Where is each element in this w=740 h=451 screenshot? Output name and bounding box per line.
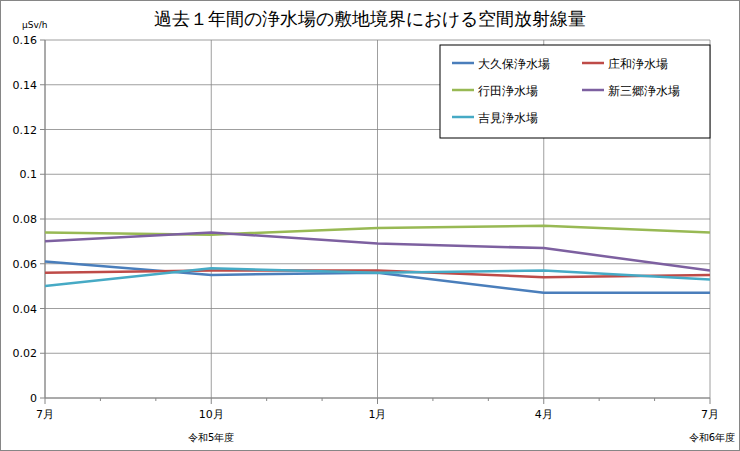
x-tick-label: 7月: [36, 408, 54, 421]
y-tick: [40, 40, 45, 41]
y-tick: [40, 174, 45, 175]
legend-label: 吉見浄水場: [478, 111, 538, 125]
x-tick: [377, 398, 378, 404]
grid-line-x: [211, 40, 212, 398]
annotation: 令和5年度: [188, 432, 234, 443]
legend-label: 大久保浄水場: [478, 57, 550, 71]
x-tick: [710, 398, 711, 404]
legend-label: 行田浄水場: [478, 84, 538, 98]
y-tick: [40, 84, 45, 85]
x-tick: [45, 398, 46, 404]
y-tick-label: 0.14: [13, 79, 38, 92]
legend-swatch: [452, 62, 474, 65]
y-tick-label: 0.06: [13, 258, 38, 271]
grid-line-x: [45, 40, 46, 398]
series-line: [45, 232, 710, 270]
grid-line: [45, 398, 710, 399]
y-tick-label: 0: [30, 392, 37, 405]
x-tick-label: 10月: [199, 408, 224, 421]
plot-area: [45, 226, 710, 293]
legend-swatch: [452, 89, 474, 92]
y-tick: [40, 129, 45, 130]
y-tick: [40, 263, 45, 264]
x-tick-label: 1月: [369, 408, 387, 421]
legend-label: 庄和浄水場: [608, 57, 668, 71]
grid-line-x: [377, 40, 378, 398]
legend-swatch: [582, 62, 604, 65]
y-tick-label: 0.04: [13, 303, 38, 316]
x-tick: [543, 398, 544, 404]
series-line: [45, 262, 710, 293]
x-tick-label: 4月: [535, 408, 553, 421]
legend: [440, 45, 710, 138]
y-tick: [40, 398, 45, 399]
y-tick-label: 0.08: [13, 213, 38, 226]
annotation: 令和6年度: [689, 432, 735, 443]
y-tick-label: 0.16: [13, 34, 38, 47]
x-tick-label: 7月: [701, 408, 719, 421]
y-axis-label: μSv/h: [22, 20, 48, 30]
y-tick-label: 0.12: [13, 124, 38, 137]
y-tick: [40, 353, 45, 354]
legend-label: 新三郷浄水場: [608, 84, 680, 98]
x-tick: [211, 398, 212, 404]
chart: 過去１年間の浄水場の敷地境界における空間放射線量 μSv/h 0 0.02 0.04 0.…: [0, 0, 740, 451]
legend-swatch: [582, 89, 604, 92]
x-axis: [45, 398, 710, 399]
series-line: [45, 226, 710, 235]
y-tick: [40, 219, 45, 220]
y-axis: [45, 40, 46, 398]
y-tick-label: 0.1: [20, 168, 38, 181]
y-tick-label: 0.02: [13, 347, 38, 360]
title: 過去１年間の浄水場の敷地境界における空間放射線量: [154, 8, 586, 29]
chart-border: [1, 1, 740, 451]
legend-swatch: [452, 116, 474, 119]
series-line: [45, 268, 710, 286]
y-tick: [40, 308, 45, 309]
